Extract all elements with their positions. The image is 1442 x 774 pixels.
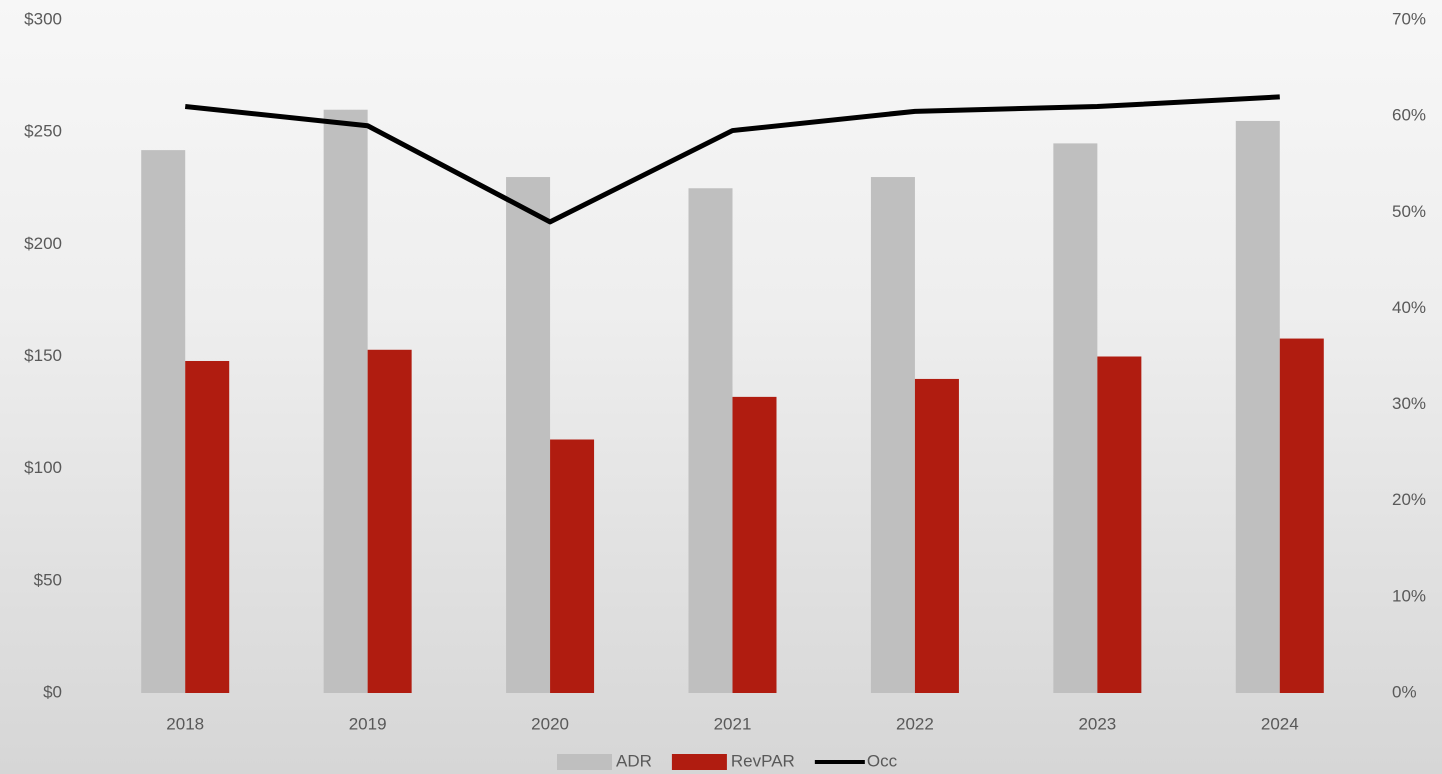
y-tick-label: $250 (24, 122, 62, 141)
legend-label: RevPAR (731, 751, 795, 770)
x-tick-label: 2021 (714, 714, 752, 733)
y2-tick-label: 0% (1392, 682, 1417, 701)
y-tick-label: $50 (34, 570, 62, 589)
bar (732, 396, 777, 693)
bar (185, 360, 230, 693)
bar (550, 439, 595, 693)
y-tick-label: $200 (24, 234, 62, 253)
x-tick-label: 2018 (166, 714, 204, 733)
y2-tick-label: 10% (1392, 586, 1426, 605)
y2-tick-label: 60% (1392, 106, 1426, 125)
bar (870, 177, 915, 694)
legend-label: ADR (616, 751, 652, 770)
bar (1279, 338, 1324, 693)
bar (367, 349, 412, 693)
legend-swatch (671, 754, 727, 770)
x-tick-label: 2023 (1078, 714, 1116, 733)
bar (1235, 120, 1280, 693)
y2-tick-label: 50% (1392, 202, 1426, 221)
bar (688, 188, 733, 693)
y2-tick-label: 30% (1392, 394, 1426, 413)
x-tick-label: 2020 (531, 714, 569, 733)
bar (1097, 356, 1142, 693)
x-tick-label: 2022 (896, 714, 934, 733)
y-tick-label: $0 (43, 682, 62, 701)
y2-tick-label: 40% (1392, 298, 1426, 317)
legend-swatch (557, 754, 612, 770)
y2-tick-label: 20% (1392, 490, 1426, 509)
y-tick-label: $100 (24, 458, 62, 477)
x-tick-label: 2019 (349, 714, 387, 733)
bar (506, 177, 551, 694)
bar (323, 109, 368, 693)
y-tick-label: $150 (24, 346, 62, 365)
bar (914, 378, 959, 693)
x-tick-label: 2024 (1261, 714, 1299, 733)
bar (141, 150, 186, 693)
legend-label: Occ (867, 751, 898, 770)
y-tick-label: $300 (24, 9, 62, 28)
bar (1053, 143, 1098, 694)
y2-tick-label: 70% (1392, 9, 1426, 28)
line (184, 94, 1280, 225)
